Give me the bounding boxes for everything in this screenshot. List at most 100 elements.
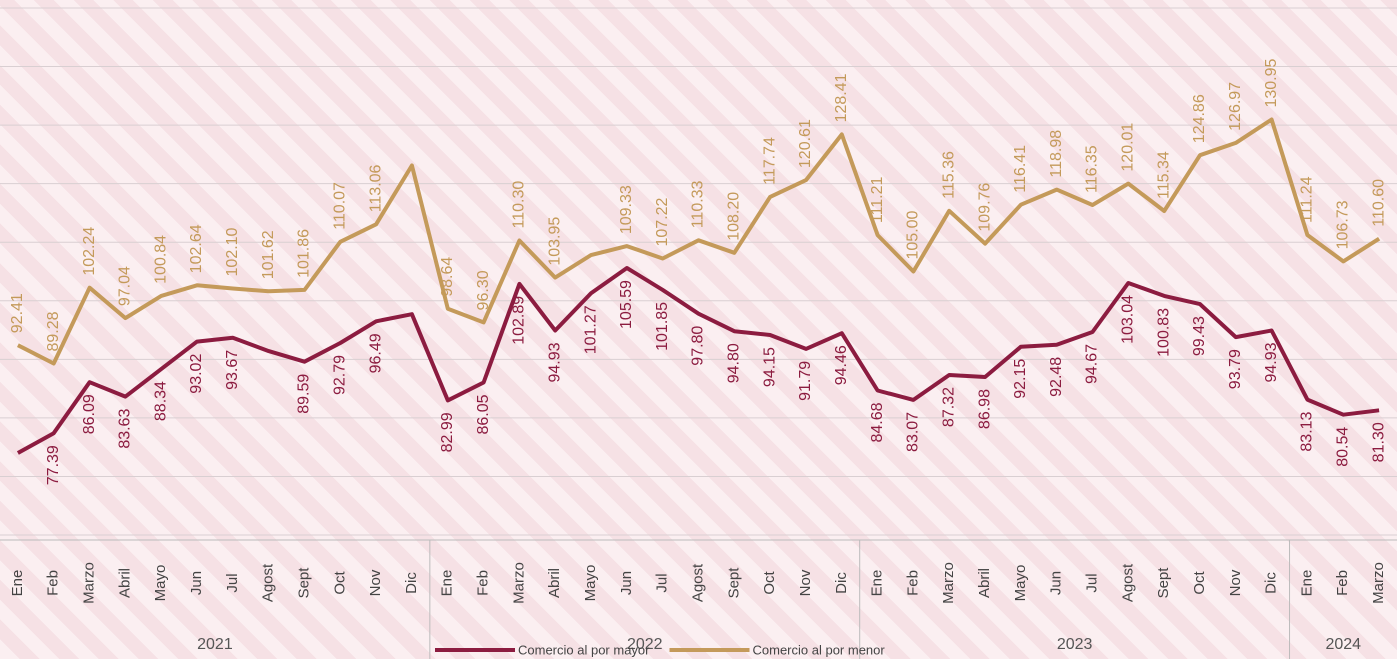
data-label: 102.10 xyxy=(224,227,241,276)
data-label: 100.83 xyxy=(1155,308,1172,357)
data-label: 109.76 xyxy=(976,183,993,232)
data-label: 89.28 xyxy=(45,311,62,351)
x-tick-label: Ene xyxy=(1298,570,1315,597)
x-tick-label: Mayo xyxy=(582,565,599,602)
data-label: 96.30 xyxy=(475,270,492,310)
data-label: 83.63 xyxy=(117,409,134,449)
x-tick-label: Feb xyxy=(475,570,492,596)
data-label: 110.33 xyxy=(690,180,707,228)
data-label: 107.22 xyxy=(654,197,671,246)
x-tick-label: Oct xyxy=(331,571,348,595)
data-label: 110.07 xyxy=(332,182,349,230)
data-label: 94.93 xyxy=(546,342,563,382)
data-label: 101.86 xyxy=(296,229,313,278)
x-tick-label: Oct xyxy=(1191,571,1208,595)
data-label: 97.80 xyxy=(690,326,707,366)
x-tick-label: Oct xyxy=(761,571,778,595)
page: Ene Feb Marzo Abril Mayo Jun Jul Agost Sept Oct No… xyxy=(0,0,1397,659)
year-label: 2024 xyxy=(1325,636,1361,653)
data-label: 89.59 xyxy=(296,374,313,414)
x-tick-label: Nov xyxy=(797,569,814,596)
data-label: 94.93 xyxy=(1263,342,1280,382)
data-label: 88.34 xyxy=(152,381,169,421)
data-label: 108.20 xyxy=(726,192,743,241)
data-label: 98.64 xyxy=(439,257,456,297)
data-label: 116.35 xyxy=(1084,145,1101,193)
data-label: 92.15 xyxy=(1012,359,1029,399)
legend-label: Comercio al por menor xyxy=(753,642,886,657)
data-label: 92.79 xyxy=(332,355,349,395)
year-label: 2021 xyxy=(197,636,233,653)
data-label: 115.36 xyxy=(940,151,957,199)
x-tick-label: Abril xyxy=(976,568,993,598)
chart: Ene Feb Marzo Abril Mayo Jun Jul Agost Sept Oct No… xyxy=(0,0,1397,659)
x-tick-label: Ene xyxy=(869,570,886,597)
data-label: 99.43 xyxy=(1191,316,1208,356)
data-label: 101.85 xyxy=(654,302,671,351)
x-tick-label: Sept xyxy=(1155,567,1172,599)
data-label: 84.68 xyxy=(869,402,886,442)
data-label: 81.30 xyxy=(1370,422,1387,462)
data-label: 120.61 xyxy=(797,119,814,168)
data-label: 83.07 xyxy=(905,412,922,452)
data-label: 94.67 xyxy=(1084,344,1101,384)
data-label: 100.84 xyxy=(152,235,169,284)
data-label: 130.95 xyxy=(1263,59,1280,108)
data-label: 103.04 xyxy=(1120,295,1137,344)
data-label: 105.00 xyxy=(905,210,922,259)
x-tick-label: Marzo xyxy=(1370,562,1387,604)
data-label: 111.21 xyxy=(869,176,886,223)
data-label: 97.04 xyxy=(117,266,134,306)
x-tick-label: Mayo xyxy=(152,565,169,602)
data-label: 80.54 xyxy=(1334,427,1351,467)
x-tick-label: Jun xyxy=(618,571,635,595)
data-label: 86.09 xyxy=(81,394,98,434)
data-label: 96.49 xyxy=(367,333,384,373)
x-tick-label: Nov xyxy=(1227,569,1244,596)
x-tick-label: Jul xyxy=(654,573,671,592)
data-label: 93.67 xyxy=(224,350,241,390)
data-label: 86.05 xyxy=(475,394,492,434)
data-label: 116.41 xyxy=(1012,145,1029,193)
data-label: 105.59 xyxy=(618,280,635,329)
data-label: 94.46 xyxy=(833,345,850,385)
x-tick-label: Agost xyxy=(1119,563,1136,602)
x-tick-label: Feb xyxy=(904,570,921,596)
data-label: 83.13 xyxy=(1299,411,1316,451)
data-label: 110.60 xyxy=(1370,179,1387,227)
data-label: 93.79 xyxy=(1227,349,1244,389)
x-tick-label: Sept xyxy=(295,567,312,599)
data-label: 124.86 xyxy=(1191,94,1208,143)
data-label: 102.89 xyxy=(511,296,528,345)
data-label: 126.97 xyxy=(1227,82,1244,131)
data-label: 106.73 xyxy=(1334,200,1351,249)
data-label: 87.32 xyxy=(940,387,957,427)
data-label: 113.06 xyxy=(367,164,384,212)
x-tick-label: Ene xyxy=(439,570,456,597)
data-label: 92.48 xyxy=(1048,357,1065,397)
x-tick-label: Feb xyxy=(1334,570,1351,596)
x-tick-label: Dic xyxy=(1263,572,1280,594)
data-label: 101.62 xyxy=(260,230,277,279)
data-label: 94.15 xyxy=(761,347,778,387)
data-label: 82.99 xyxy=(439,412,456,452)
x-tick-label: Feb xyxy=(45,570,62,596)
data-label: 94.80 xyxy=(726,343,743,383)
x-tick-label: Sept xyxy=(725,567,742,599)
x-tick-label: Marzo xyxy=(510,562,527,604)
legend-label: Comercio al por mayor xyxy=(518,642,650,657)
year-label: 2023 xyxy=(1057,636,1093,653)
data-label: 101.27 xyxy=(582,305,599,354)
data-label: 92.41 xyxy=(9,293,26,333)
x-tick-label: Dic xyxy=(403,572,420,594)
x-tick-label: Abril xyxy=(116,568,133,598)
data-label: 115.34 xyxy=(1155,151,1172,199)
x-tick-label: Agost xyxy=(260,563,277,602)
data-label: 102.24 xyxy=(81,227,98,276)
data-label: 111.24 xyxy=(1299,176,1316,223)
data-label: 109.33 xyxy=(618,185,635,234)
x-tick-label: Nov xyxy=(367,569,384,596)
data-label: 118.98 xyxy=(1048,130,1065,178)
x-tick-label: Mayo xyxy=(1012,565,1029,602)
data-label: 120.01 xyxy=(1120,123,1137,172)
